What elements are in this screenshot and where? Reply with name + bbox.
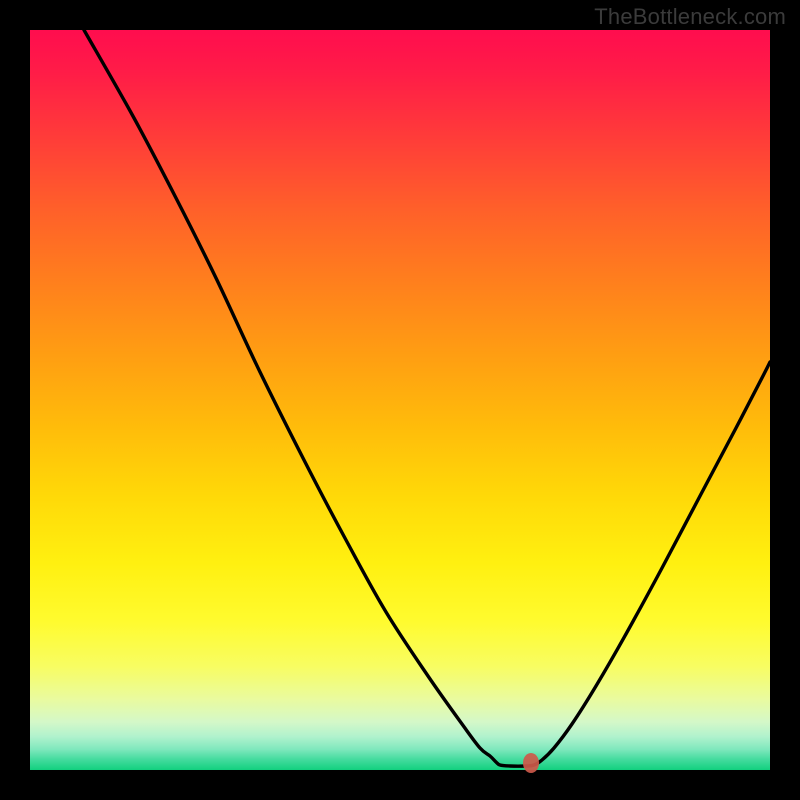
marker-point — [523, 753, 539, 773]
chart-frame: TheBottleneck.com — [0, 0, 800, 800]
plot-area — [30, 30, 770, 770]
bottleneck-curve — [84, 30, 770, 766]
watermark-text: TheBottleneck.com — [594, 4, 786, 30]
curve-layer — [30, 30, 770, 770]
